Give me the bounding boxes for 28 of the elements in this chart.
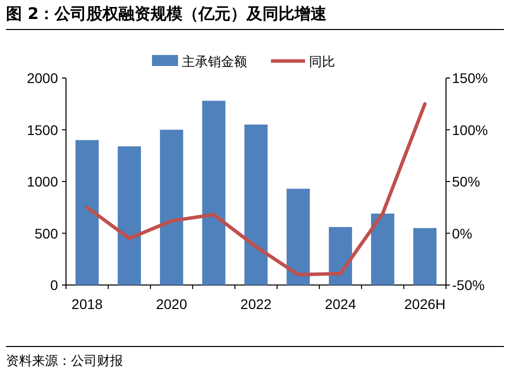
y-tick-label: 1000 — [26, 174, 58, 190]
y2-tick-label: 100% — [452, 122, 488, 138]
y-tick-label: 500 — [34, 225, 58, 242]
y-tick-label: 0 — [50, 277, 58, 293]
bar — [244, 124, 268, 285]
bar — [202, 100, 226, 285]
x-tick-label: 2026H — [404, 296, 446, 312]
bar — [286, 188, 310, 285]
bar — [413, 228, 436, 285]
y2-tick-label: 50% — [452, 174, 480, 190]
chart-title: 图 2：公司股权融资规模（亿元）及同比增速 — [6, 4, 504, 30]
bar — [160, 130, 184, 285]
bar — [371, 214, 394, 285]
x-tick-label: 2022 — [240, 296, 272, 312]
bar — [76, 140, 99, 285]
y2-tick-label: -50% — [452, 277, 485, 293]
legend-label: 同比 — [309, 55, 335, 70]
y2-tick-label: 0% — [452, 225, 472, 242]
x-tick-label: 2018 — [72, 296, 103, 312]
bar — [118, 146, 141, 285]
legend-label: 主承销金额 — [182, 54, 247, 70]
x-tick-label: 2024 — [324, 296, 356, 312]
x-tick-label: 2020 — [156, 296, 188, 312]
bar — [328, 227, 352, 285]
text: 资料来源：公司财报 — [6, 353, 124, 370]
y2-tick-label: 150% — [452, 70, 488, 86]
y-tick-label: 2000 — [26, 70, 58, 86]
y-tick-label: 1500 — [26, 122, 58, 138]
